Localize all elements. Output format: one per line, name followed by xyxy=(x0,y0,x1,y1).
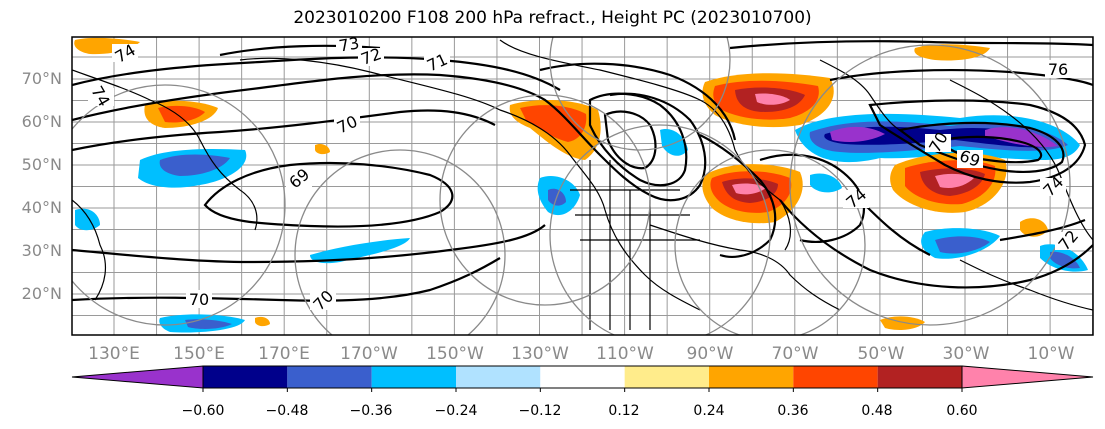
contour-label: 76 xyxy=(1048,60,1068,79)
lon-label: 70°W xyxy=(772,344,819,364)
longitude-labels: 130°E 150°E 170°E 170°W 150°W 130°W 110°… xyxy=(88,344,1075,364)
lon-label: 130°W xyxy=(511,344,569,364)
colorbar-swatch xyxy=(540,366,625,388)
refractivity-shading xyxy=(74,37,1088,333)
lon-label: 50°W xyxy=(858,344,905,364)
contour-label-group: 74 73 72 71 70 69 70 70 74 76 69 70 74 xyxy=(87,33,1082,314)
lat-label: 60°N xyxy=(22,112,62,131)
lon-label: 130°E xyxy=(88,344,140,364)
map-title: 2023010200 F108 200 hPa refract., Height… xyxy=(293,8,812,28)
colorbar-swatch xyxy=(456,366,541,388)
lon-label: 170°E xyxy=(258,344,310,364)
colorbar-border xyxy=(202,365,963,389)
colorbar-label: −0.36 xyxy=(350,403,393,419)
colorbar-extend-low xyxy=(71,365,204,389)
contour-label: 70 xyxy=(189,290,209,309)
colorbar-label: 0.24 xyxy=(693,403,724,419)
colorbar-extend-high xyxy=(961,365,1094,389)
lat-label: 30°N xyxy=(22,241,62,260)
map-frame xyxy=(71,36,1094,336)
colorbar-label: −0.48 xyxy=(266,403,309,419)
lon-label: 150°E xyxy=(173,344,225,364)
colorbar-swatch xyxy=(203,366,288,388)
colorbar-swatch xyxy=(877,366,962,388)
lat-label: 40°N xyxy=(22,198,62,217)
colorbar-label: −0.12 xyxy=(519,403,562,419)
colorbar-label: 0.12 xyxy=(608,403,639,419)
coastlines xyxy=(72,39,1093,330)
lon-label: 150°W xyxy=(426,344,484,364)
latitude-labels: 70°N 60°N 50°N 40°N 30°N 20°N xyxy=(22,69,62,303)
colorbar-swatch xyxy=(793,366,878,388)
colorbar-swatch xyxy=(709,366,794,388)
colorbar: −0.60 −0.48 −0.36 −0.24 −0.12 0.12 0.24 … xyxy=(71,365,1094,419)
lat-label: 70°N xyxy=(22,69,62,88)
reference-circles xyxy=(72,37,1071,335)
lat-label: 20°N xyxy=(22,284,62,303)
colorbar-label: −0.60 xyxy=(182,403,225,419)
colorbar-swatch xyxy=(371,366,456,388)
colorbar-label: 0.36 xyxy=(777,403,808,419)
colorbar-label: 0.60 xyxy=(946,403,977,419)
lon-label: 90°W xyxy=(687,344,734,364)
colorbar-label: 0.48 xyxy=(861,403,892,419)
lon-label: 30°W xyxy=(943,344,990,364)
colorbar-swatch xyxy=(287,366,372,388)
colorbar-swatch xyxy=(624,366,709,388)
lat-label: 50°N xyxy=(22,155,62,174)
lon-label: 110°W xyxy=(596,344,654,364)
contour-label: 73 xyxy=(337,33,360,55)
lon-label: 170°W xyxy=(340,344,398,364)
lon-label: 10°W xyxy=(1028,344,1075,364)
colorbar-label: −0.24 xyxy=(435,403,478,419)
